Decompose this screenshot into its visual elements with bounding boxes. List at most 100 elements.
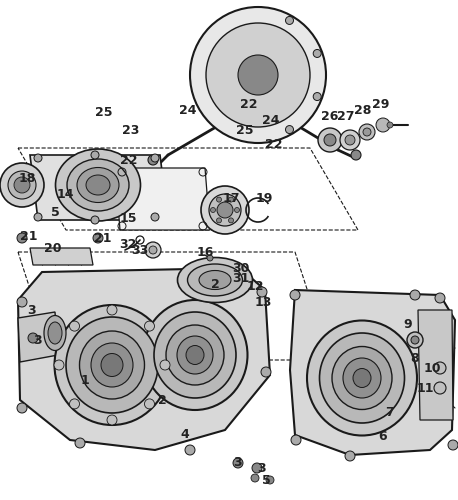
Text: 30: 30 xyxy=(232,262,250,274)
Circle shape xyxy=(107,305,117,315)
Circle shape xyxy=(359,124,375,140)
Text: 9: 9 xyxy=(403,318,412,332)
Text: 21: 21 xyxy=(94,232,112,244)
Circle shape xyxy=(345,451,355,461)
Circle shape xyxy=(217,218,222,223)
Circle shape xyxy=(148,155,158,165)
Text: 29: 29 xyxy=(372,98,390,110)
Circle shape xyxy=(151,154,159,162)
Ellipse shape xyxy=(320,333,404,423)
Circle shape xyxy=(266,476,274,484)
Circle shape xyxy=(144,399,154,409)
Circle shape xyxy=(209,194,241,226)
Ellipse shape xyxy=(353,368,371,388)
Polygon shape xyxy=(30,155,168,220)
Text: 32: 32 xyxy=(120,238,136,252)
Text: 33: 33 xyxy=(131,244,149,256)
Text: 3: 3 xyxy=(27,304,36,316)
Text: 28: 28 xyxy=(354,104,372,117)
Text: 14: 14 xyxy=(56,188,74,202)
Circle shape xyxy=(54,360,64,370)
Ellipse shape xyxy=(80,331,145,399)
Ellipse shape xyxy=(86,175,110,195)
Text: 3: 3 xyxy=(258,462,266,474)
Circle shape xyxy=(17,403,27,413)
Text: 5: 5 xyxy=(51,206,60,220)
Text: 2: 2 xyxy=(211,278,219,291)
Circle shape xyxy=(435,293,445,303)
Text: 31: 31 xyxy=(232,272,250,284)
Circle shape xyxy=(70,399,80,409)
Circle shape xyxy=(206,23,310,127)
Circle shape xyxy=(70,321,80,331)
Text: 7: 7 xyxy=(386,406,394,420)
Ellipse shape xyxy=(343,358,381,398)
Circle shape xyxy=(410,290,420,300)
Circle shape xyxy=(34,154,42,162)
Circle shape xyxy=(93,233,103,243)
Ellipse shape xyxy=(166,325,224,385)
Circle shape xyxy=(238,55,278,95)
Circle shape xyxy=(17,297,27,307)
Circle shape xyxy=(290,290,300,300)
Ellipse shape xyxy=(48,322,62,344)
Circle shape xyxy=(434,362,446,374)
Text: 4: 4 xyxy=(180,428,189,442)
Ellipse shape xyxy=(66,317,158,413)
Circle shape xyxy=(17,233,27,243)
Circle shape xyxy=(149,246,157,254)
Circle shape xyxy=(14,177,30,193)
Text: 26: 26 xyxy=(322,110,338,124)
Text: 17: 17 xyxy=(222,192,240,204)
Text: 3: 3 xyxy=(233,456,241,469)
Ellipse shape xyxy=(178,258,252,302)
Text: 15: 15 xyxy=(119,212,137,224)
Ellipse shape xyxy=(101,354,123,376)
Text: 11: 11 xyxy=(416,382,434,394)
Circle shape xyxy=(8,171,36,199)
Text: 24: 24 xyxy=(262,114,280,126)
Text: 10: 10 xyxy=(423,362,441,374)
Ellipse shape xyxy=(307,320,417,436)
Circle shape xyxy=(318,128,342,152)
Circle shape xyxy=(28,333,38,343)
Circle shape xyxy=(313,50,321,58)
Ellipse shape xyxy=(186,346,204,364)
Ellipse shape xyxy=(142,300,247,410)
Circle shape xyxy=(75,438,85,448)
Ellipse shape xyxy=(199,270,231,289)
Text: 18: 18 xyxy=(18,172,36,184)
Circle shape xyxy=(160,360,170,370)
Text: 21: 21 xyxy=(20,230,38,243)
Circle shape xyxy=(285,126,294,134)
Ellipse shape xyxy=(187,264,242,296)
Circle shape xyxy=(251,474,259,482)
Circle shape xyxy=(144,321,154,331)
Circle shape xyxy=(257,287,267,297)
Circle shape xyxy=(211,208,216,212)
Circle shape xyxy=(434,382,446,394)
Circle shape xyxy=(145,242,161,258)
Circle shape xyxy=(91,151,99,159)
Circle shape xyxy=(261,367,271,377)
Ellipse shape xyxy=(55,305,169,425)
Circle shape xyxy=(229,218,234,223)
Circle shape xyxy=(387,122,393,128)
Polygon shape xyxy=(18,312,58,362)
Circle shape xyxy=(201,186,249,234)
Circle shape xyxy=(363,128,371,136)
Polygon shape xyxy=(30,248,93,265)
Ellipse shape xyxy=(177,336,213,374)
Circle shape xyxy=(407,332,423,348)
Polygon shape xyxy=(418,310,453,420)
Circle shape xyxy=(229,197,234,202)
Circle shape xyxy=(448,440,458,450)
Text: 24: 24 xyxy=(179,104,197,117)
Circle shape xyxy=(217,197,222,202)
Text: 22: 22 xyxy=(120,154,138,166)
Circle shape xyxy=(313,92,321,100)
Text: 19: 19 xyxy=(255,192,273,204)
Circle shape xyxy=(291,435,301,445)
Circle shape xyxy=(285,16,294,24)
Ellipse shape xyxy=(77,168,119,202)
